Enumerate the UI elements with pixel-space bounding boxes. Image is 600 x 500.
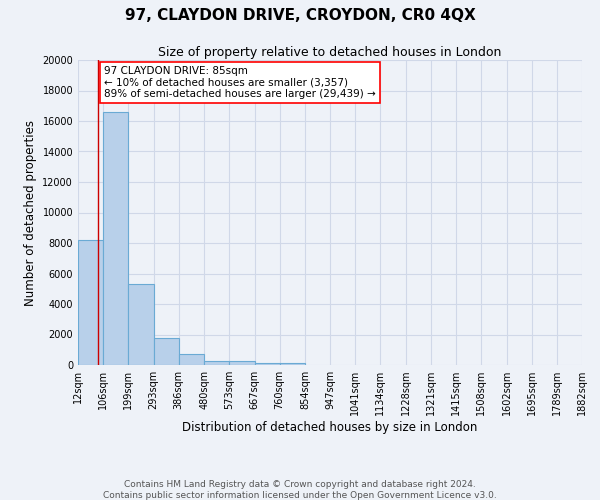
Text: 97, CLAYDON DRIVE, CROYDON, CR0 4QX: 97, CLAYDON DRIVE, CROYDON, CR0 4QX bbox=[125, 8, 475, 22]
Bar bbox=[280, 363, 305, 365]
Bar bbox=[154, 338, 179, 365]
Y-axis label: Number of detached properties: Number of detached properties bbox=[24, 120, 37, 306]
Bar bbox=[128, 284, 154, 365]
Bar bbox=[204, 360, 229, 365]
Bar bbox=[254, 363, 280, 365]
Bar bbox=[179, 354, 204, 365]
Bar bbox=[103, 112, 128, 365]
Text: Contains HM Land Registry data © Crown copyright and database right 2024.
Contai: Contains HM Land Registry data © Crown c… bbox=[103, 480, 497, 500]
Text: 97 CLAYDON DRIVE: 85sqm
← 10% of detached houses are smaller (3,357)
89% of semi: 97 CLAYDON DRIVE: 85sqm ← 10% of detache… bbox=[104, 66, 376, 100]
X-axis label: Distribution of detached houses by size in London: Distribution of detached houses by size … bbox=[182, 421, 478, 434]
Bar bbox=[78, 240, 103, 365]
Title: Size of property relative to detached houses in London: Size of property relative to detached ho… bbox=[158, 46, 502, 59]
Bar bbox=[229, 362, 254, 365]
